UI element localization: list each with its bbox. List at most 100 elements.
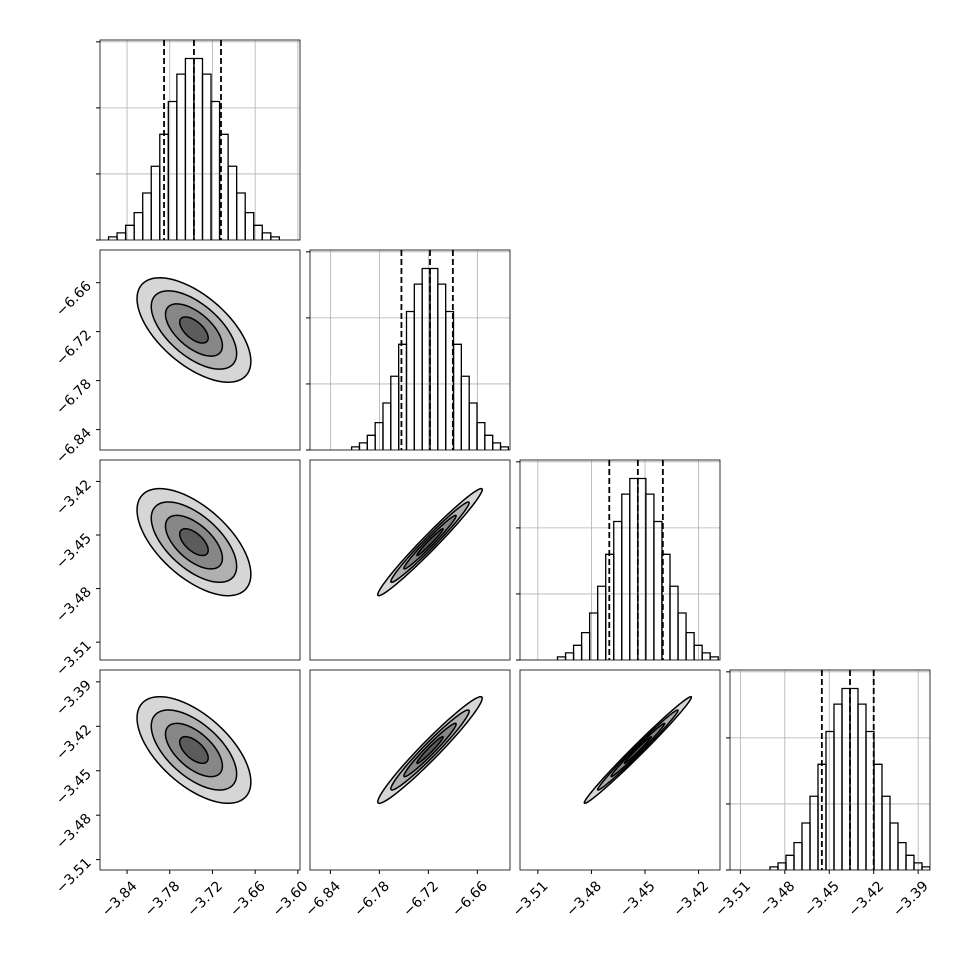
y-tick-label: −3.51 (53, 638, 95, 680)
y-tick-label: −6.66 (53, 278, 95, 320)
panel-inner (310, 250, 510, 450)
panel (516, 459, 721, 661)
x-tick-label: −3.45 (801, 878, 843, 920)
panel-inner (136, 695, 252, 805)
panel-inner (376, 487, 484, 597)
panel (309, 669, 511, 871)
hist-bar (358, 442, 368, 450)
y-tick-label: −6.78 (53, 376, 95, 418)
contour (178, 528, 209, 557)
panel-frame (309, 249, 511, 451)
hist-bar (857, 703, 867, 870)
y-tick-label: −3.42 (53, 722, 95, 764)
hist-bar (460, 375, 470, 450)
hist-bar (769, 866, 779, 870)
hist-bar (588, 612, 599, 660)
x-tick-label: −3.51 (510, 878, 552, 920)
panel-frame (99, 459, 301, 661)
x-tick-label: −3.48 (757, 878, 799, 920)
hist-bar (597, 585, 607, 660)
hist-bar (677, 612, 687, 660)
hist-bar (873, 763, 883, 870)
hist-bar (825, 730, 835, 870)
x-tick-label: −3.72 (184, 878, 226, 920)
panel-frame (99, 249, 301, 451)
x-tick-label: −6.84 (302, 878, 344, 920)
hist-bar (653, 520, 663, 660)
hist-bar (437, 283, 447, 450)
x-tick-label: −3.84 (99, 878, 141, 920)
hist-bar (645, 493, 655, 660)
y-tick-label: −3.39 (53, 677, 95, 719)
hist-bar (564, 652, 575, 660)
y-tick-label: −3.48 (53, 584, 95, 626)
panel (99, 459, 301, 661)
panel (99, 669, 301, 871)
hist-bar (580, 632, 591, 660)
hist-bar (801, 822, 811, 870)
panel-inner (376, 695, 484, 805)
x-tick-label: −3.48 (563, 878, 605, 920)
x-tick-label: −6.78 (351, 878, 393, 920)
x-tick-label: −6.72 (400, 878, 442, 920)
hist-bar (669, 585, 679, 660)
hist-bar (484, 434, 494, 450)
panel (96, 39, 301, 241)
x-tick-label: −3.51 (712, 878, 754, 920)
panel-frame (309, 459, 511, 661)
hist-bar (176, 73, 187, 240)
hist-bar (709, 656, 719, 660)
x-tick-label: −3.39 (890, 878, 932, 920)
hist-bar (429, 267, 439, 450)
hist-bar (881, 795, 891, 870)
hist-bar (809, 795, 819, 870)
hist-bar (150, 165, 161, 240)
panel-inner (583, 695, 693, 805)
hist-bar (227, 165, 238, 240)
y-tick-label: −6.84 (53, 425, 95, 467)
panel-inner (136, 277, 252, 383)
hist-bar (701, 652, 711, 660)
panel-frame (309, 669, 511, 871)
hist-bar (613, 520, 623, 660)
contour (623, 735, 653, 765)
hist-bar (382, 402, 392, 450)
panel-frame (99, 669, 301, 871)
hist-bar (350, 446, 361, 450)
x-tick-label: −3.66 (227, 878, 269, 920)
hist-bar (261, 232, 272, 240)
contour (178, 735, 209, 765)
hist-bar (685, 632, 695, 660)
hist-bar (236, 192, 246, 240)
hist-bar (556, 656, 567, 660)
hist-bar (572, 644, 583, 660)
hist-bar (116, 232, 127, 240)
hist-bar (244, 212, 255, 240)
hist-bar (841, 687, 851, 870)
hist-bar (897, 842, 907, 870)
hist-bar (142, 192, 152, 240)
x-tick-label: −3.60 (270, 878, 312, 920)
hist-bar (107, 236, 118, 240)
panel (309, 459, 511, 661)
hist-bar (366, 434, 376, 450)
hist-bar (492, 442, 502, 450)
y-tick-label: −3.45 (53, 766, 95, 808)
hist-bar (499, 446, 510, 450)
hist-bar (476, 422, 486, 450)
hist-bar (421, 267, 431, 450)
panel-inner (520, 460, 720, 660)
x-tick-label: −3.45 (617, 878, 659, 920)
contour (416, 735, 444, 765)
hist-bar (905, 854, 915, 870)
hist-bar (390, 375, 400, 450)
panel (306, 249, 511, 451)
contour (178, 316, 209, 344)
panel-inner (100, 40, 300, 240)
y-tick-label: −3.45 (53, 531, 95, 573)
hist-bar (133, 212, 144, 240)
y-tick-label: −3.48 (53, 811, 95, 853)
hist-bar (621, 493, 631, 660)
hist-bar (193, 57, 204, 240)
